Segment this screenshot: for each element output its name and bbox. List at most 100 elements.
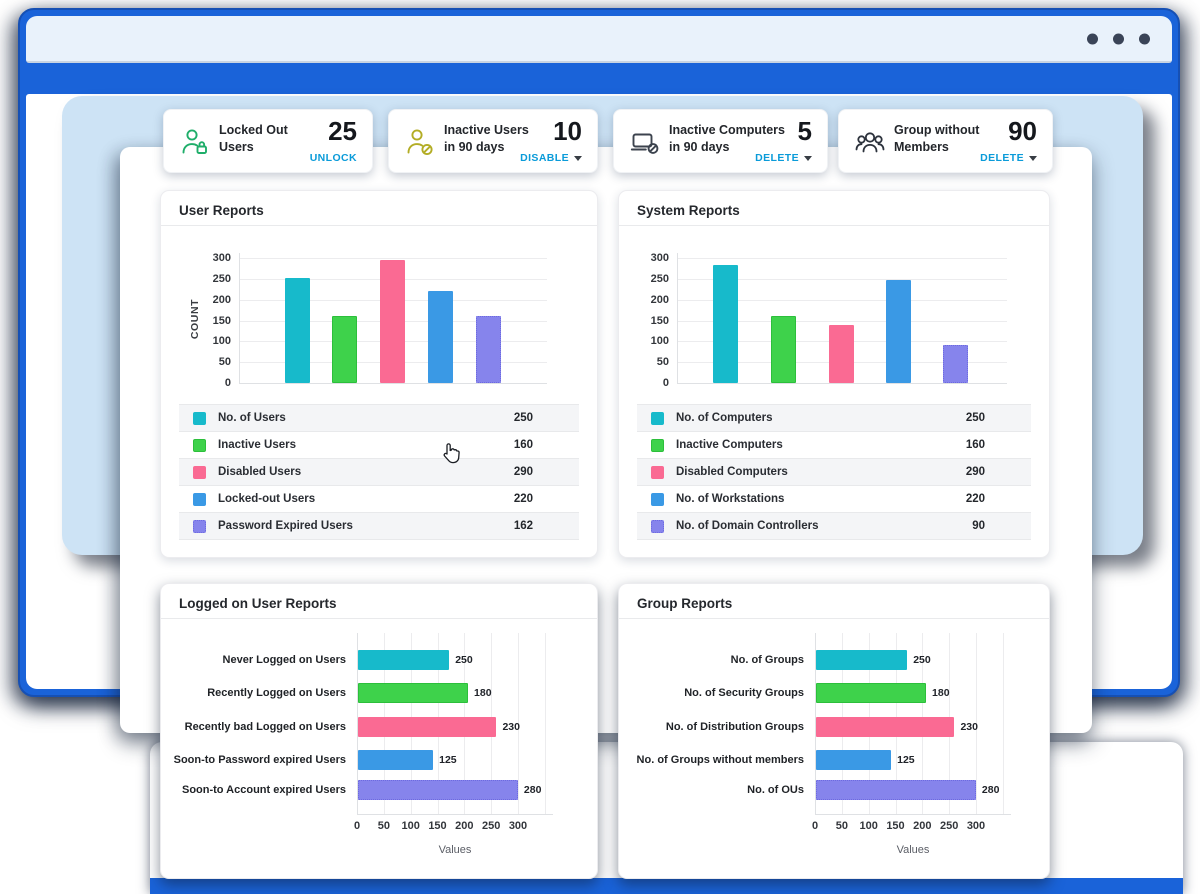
legend-row[interactable]: Inactive Computers 160 [637, 432, 1031, 459]
gridline [815, 633, 816, 814]
divider [619, 225, 1049, 226]
bar-Inactive Computers[interactable] [771, 316, 796, 383]
bar-No. of Distribution Groups[interactable] [816, 717, 955, 737]
stat-card-value: 25 [328, 116, 357, 146]
legend-row[interactable]: Disabled Computers 290 [637, 459, 1031, 486]
x-tick-label: 200 [455, 820, 474, 832]
legend-label: Disabled Users [218, 466, 302, 478]
delete-button[interactable]: DELETE [980, 152, 1037, 164]
x-tick-label: 100 [401, 820, 420, 832]
legend-value: 162 [513, 520, 533, 532]
window-controls [1087, 33, 1150, 44]
bar-Inactive Users[interactable] [332, 316, 357, 383]
window-control-dot-icon[interactable] [1113, 33, 1124, 44]
unlock-button[interactable]: UNLOCK [309, 152, 357, 164]
gridline [677, 299, 1007, 301]
x-tick-label: 0 [811, 820, 819, 832]
legend-row[interactable]: Locked-out Users 220 [179, 486, 579, 513]
y-axis-line [239, 253, 240, 383]
disable-button[interactable]: DISABLE [520, 152, 582, 164]
legend-row[interactable]: No. of Users 250 [179, 405, 579, 432]
bar-No. of Groups without members[interactable] [816, 750, 892, 770]
y-tick-label: 100 [650, 335, 669, 348]
category-label: Soon-to Account expired Users [181, 783, 346, 796]
category-label: No. of Security Groups [684, 686, 804, 699]
y-axis-title: COUNT [189, 298, 201, 340]
panel-title: Logged on User Reports [179, 596, 337, 611]
bar-Never Logged on Users[interactable] [358, 650, 450, 670]
user-reports-panel: User Reports 0 50 100 150 200 250 300 COUNT No. … [160, 190, 598, 558]
x-tick-label: 50 [835, 820, 848, 832]
legend-label: Locked-out Users [218, 493, 316, 505]
gridline [357, 633, 358, 814]
legend-value: 90 [972, 520, 985, 532]
x-tick-label: 150 [886, 820, 905, 832]
category-label: No. of OUs [747, 783, 804, 796]
x-tick-label: 300 [966, 820, 986, 832]
legend-row[interactable]: Inactive Users 160 [179, 432, 579, 459]
x-tick-label: 250 [481, 820, 501, 832]
legend-value: 250 [513, 412, 533, 424]
group-reports-panel: Group Reports 0 50 100 150 200 250 300 Values No… [618, 583, 1050, 879]
gridline [677, 258, 1007, 259]
delete-button[interactable]: DELETE [755, 152, 812, 164]
stat-card-value: 10 [553, 116, 582, 146]
bar-No. of Workstations[interactable] [886, 280, 911, 383]
divider [161, 225, 597, 226]
gridline [239, 383, 547, 384]
bar-value-label: 250 [455, 653, 473, 666]
stat-card-locked-out-users: Locked Out Users 25 UNLOCK [163, 109, 373, 173]
group-reports-chart: 0 50 100 150 200 250 300 Values No. of Groups 250… [619, 584, 1049, 878]
x-tick-label: 150 [428, 820, 447, 832]
bar-No. of OUs[interactable] [816, 780, 976, 800]
x-axis-line [815, 814, 1011, 815]
bar-No. of Computers[interactable] [713, 265, 738, 383]
legend-value: 250 [965, 412, 985, 424]
legend-row[interactable]: Password Expired Users 162 [179, 513, 579, 540]
bar-No. of Security Groups[interactable] [816, 683, 927, 703]
legend-row[interactable]: No. of Computers 250 [637, 405, 1031, 432]
x-tick-label: 200 [913, 820, 932, 832]
bar-No. of Users[interactable] [285, 278, 310, 383]
legend-row[interactable]: No. of Domain Controllers 90 [637, 513, 1031, 540]
stat-card-group-without-members: Group without Members 90 DELETE [838, 109, 1053, 173]
y-tick-label: 250 [650, 272, 669, 285]
y-tick-label: 200 [650, 293, 669, 306]
bar-Soon-to Account expired Users[interactable] [358, 780, 518, 800]
bar-Password Expired Users[interactable] [476, 315, 501, 383]
stat-card-value: 90 [1008, 116, 1037, 146]
bar-Disabled Users[interactable] [380, 260, 405, 383]
cursor-pointer-icon [441, 443, 460, 464]
panel-title: Group Reports [637, 596, 733, 611]
legend-row[interactable]: No. of Workstations 220 [637, 486, 1031, 513]
bar-Recently Logged on Users[interactable] [358, 683, 469, 703]
y-tick-label: 50 [218, 356, 231, 369]
gridline [677, 383, 1007, 384]
window-control-dot-icon[interactable] [1087, 33, 1098, 44]
legend-swatch [651, 492, 664, 506]
stat-card-inactive-computers: Inactive Computers in 90 days 5 DELETE [613, 109, 828, 173]
bar-No. of Groups[interactable] [816, 650, 908, 670]
legend-row[interactable]: Disabled Users 290 [179, 459, 579, 486]
bar-value-label: 280 [523, 783, 542, 796]
y-tick-label: 300 [212, 252, 231, 264]
window-control-dot-icon[interactable] [1139, 33, 1150, 44]
bar-Recently bad Logged on Users[interactable] [358, 717, 497, 737]
bar-Disabled Computers[interactable] [829, 324, 854, 383]
legend-value: 290 [965, 466, 985, 478]
y-tick-label: 0 [224, 377, 231, 389]
stat-card-label: Group without Members [894, 123, 980, 154]
bar-Locked-out Users[interactable] [428, 291, 453, 383]
bar-value-label: 125 [897, 753, 915, 766]
bar-No. of Domain Controllers[interactable] [943, 344, 968, 383]
category-label: Recently Logged on Users [207, 686, 346, 699]
legend-value: 290 [513, 466, 533, 478]
bar-Soon-to Password expired Users[interactable] [358, 750, 434, 770]
x-axis-title: Values [438, 844, 472, 856]
legend-swatch [193, 519, 206, 533]
legend-swatch [193, 492, 206, 506]
x-axis-title: Values [896, 844, 930, 856]
legend-swatch [193, 465, 206, 479]
chevron-down-icon [804, 155, 812, 161]
